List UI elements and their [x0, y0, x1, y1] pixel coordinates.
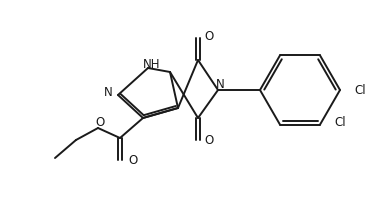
Text: NH: NH [143, 57, 161, 71]
Text: N: N [104, 87, 112, 99]
Text: O: O [128, 154, 137, 166]
Text: Cl: Cl [354, 83, 365, 97]
Text: Cl: Cl [334, 116, 346, 129]
Text: O: O [96, 115, 105, 129]
Text: O: O [204, 31, 213, 43]
Text: O: O [204, 135, 213, 147]
Text: N: N [215, 78, 224, 92]
